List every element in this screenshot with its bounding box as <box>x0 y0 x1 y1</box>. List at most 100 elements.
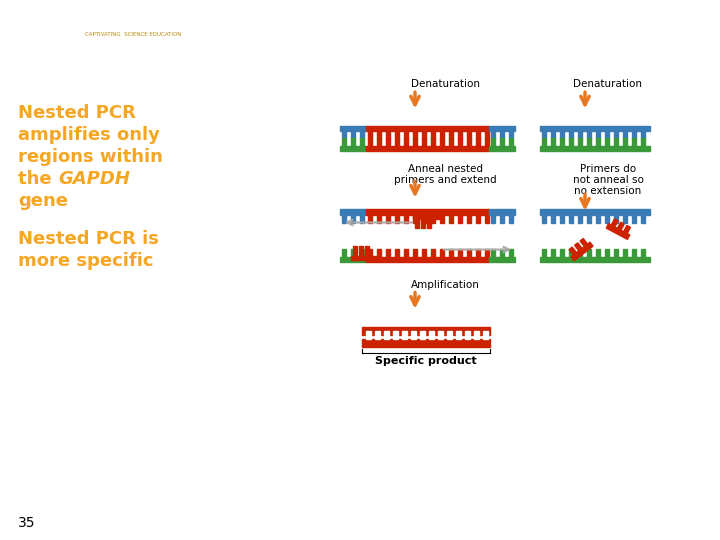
Bar <box>575 243 582 251</box>
Bar <box>605 214 609 222</box>
Bar <box>641 248 645 256</box>
Bar <box>456 330 461 339</box>
Bar <box>360 138 364 146</box>
Bar <box>351 255 377 260</box>
Bar <box>587 138 591 146</box>
Bar <box>467 131 471 139</box>
Bar <box>542 248 546 256</box>
Bar <box>560 214 564 222</box>
Bar <box>404 138 408 146</box>
Bar <box>491 248 495 256</box>
Bar <box>359 246 363 255</box>
Text: Anneal nested: Anneal nested <box>408 164 482 174</box>
Bar <box>623 138 627 146</box>
Bar <box>569 131 573 139</box>
Bar <box>413 214 439 219</box>
Bar <box>420 330 425 339</box>
Bar <box>449 131 453 139</box>
Bar <box>413 214 417 222</box>
Bar <box>440 131 444 139</box>
Bar <box>569 214 573 222</box>
Text: not anneal so: not anneal so <box>572 176 644 185</box>
Bar <box>404 214 408 222</box>
Bar <box>342 248 346 256</box>
Bar <box>431 131 435 139</box>
Bar <box>509 248 513 256</box>
Text: CAPTIVATING  SCIENCE EDUCATION: CAPTIVATING SCIENCE EDUCATION <box>85 32 181 37</box>
Bar <box>485 131 489 139</box>
Bar <box>605 138 609 146</box>
Bar <box>476 214 480 222</box>
Bar <box>360 248 364 256</box>
Text: Biotechnology: Biotechnology <box>16 19 138 34</box>
Bar <box>342 138 346 146</box>
Bar <box>377 214 381 222</box>
Bar <box>422 131 426 139</box>
Bar <box>485 138 489 146</box>
Bar <box>596 138 600 146</box>
Bar <box>377 138 381 146</box>
Bar <box>368 214 372 222</box>
Bar <box>404 131 408 139</box>
Bar <box>422 138 426 146</box>
Bar <box>641 138 645 146</box>
Bar <box>440 138 444 146</box>
Bar <box>476 248 480 256</box>
Bar <box>377 248 381 256</box>
Bar <box>467 214 471 222</box>
Text: primers and extend: primers and extend <box>394 176 496 185</box>
Bar <box>605 248 609 256</box>
Bar <box>353 246 357 255</box>
Bar <box>623 248 627 256</box>
Bar <box>368 131 372 139</box>
Bar <box>491 138 495 146</box>
Bar <box>560 131 564 139</box>
Bar <box>500 248 504 256</box>
Bar <box>413 138 417 146</box>
Bar <box>578 138 582 146</box>
Bar <box>500 131 504 139</box>
Bar <box>509 131 513 139</box>
Bar <box>596 131 600 139</box>
Bar <box>474 330 479 339</box>
Bar <box>641 214 645 222</box>
Bar <box>571 242 593 261</box>
Bar <box>368 138 372 146</box>
Bar <box>342 214 346 222</box>
Bar <box>402 330 407 339</box>
Bar <box>458 131 462 139</box>
Bar <box>551 214 555 222</box>
Bar <box>551 248 555 256</box>
Bar <box>360 131 364 139</box>
Bar <box>587 214 591 222</box>
Bar <box>587 248 591 256</box>
Text: GAPDH: GAPDH <box>58 171 130 188</box>
Bar <box>340 210 366 214</box>
Bar <box>422 214 426 222</box>
Bar <box>578 248 582 256</box>
Bar <box>623 131 627 139</box>
Bar <box>489 210 515 214</box>
Bar <box>614 248 618 256</box>
Bar <box>440 248 444 256</box>
Bar <box>413 131 417 139</box>
Bar <box>540 126 650 131</box>
Bar <box>551 138 555 146</box>
Bar <box>351 138 355 146</box>
Bar <box>614 131 618 139</box>
Bar <box>362 339 490 347</box>
Bar <box>365 246 369 255</box>
Bar <box>447 330 452 339</box>
Text: no extension: no extension <box>575 186 642 197</box>
Bar <box>411 330 416 339</box>
Bar <box>431 138 435 146</box>
Text: 35: 35 <box>18 516 35 530</box>
Bar <box>542 131 546 139</box>
Bar <box>395 248 399 256</box>
Text: more specific: more specific <box>18 252 153 269</box>
Bar <box>596 248 600 256</box>
Bar <box>476 138 480 146</box>
Bar <box>366 210 489 214</box>
Bar <box>431 214 435 222</box>
Bar <box>342 131 346 139</box>
